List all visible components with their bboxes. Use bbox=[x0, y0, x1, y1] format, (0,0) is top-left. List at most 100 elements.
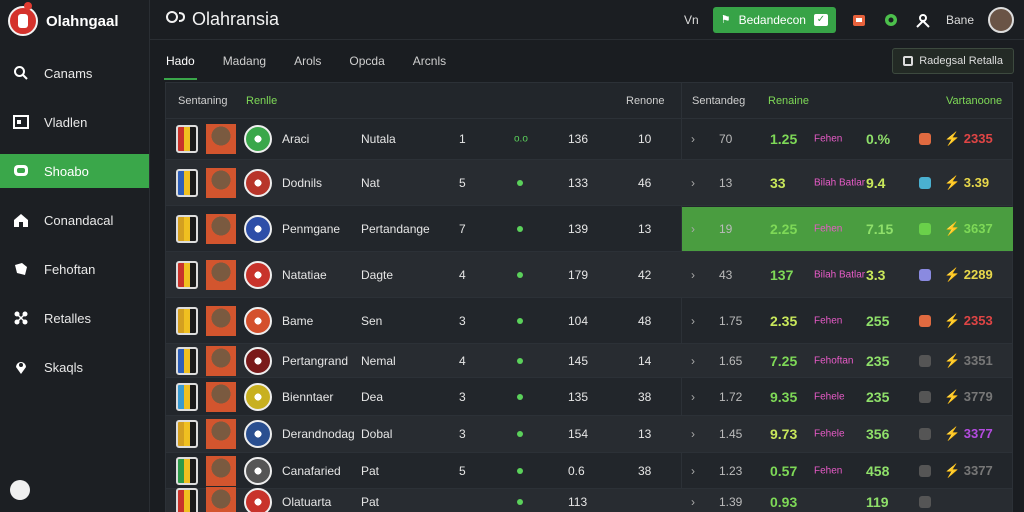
club-badge-icon bbox=[244, 306, 272, 335]
tab-bar: Hado Madang Arols Opcda Arcnls Radegsal … bbox=[150, 40, 1024, 82]
sidebar-item-retalles[interactable]: Retalles bbox=[0, 301, 149, 335]
screen-icon bbox=[12, 113, 30, 131]
odds-arrow-icon: › bbox=[691, 353, 695, 368]
column-header[interactable]: Renone bbox=[626, 95, 665, 107]
sidebar-item-vladlen[interactable]: Vladlen bbox=[0, 105, 149, 139]
change-value: ⚡ 3377 bbox=[944, 426, 993, 441]
messages-icon[interactable] bbox=[882, 11, 900, 29]
table-row[interactable]: Dodnils Nat 5 133 46 › 13 33 Bilah Batlar 9.4 ⚡ 3.… bbox=[166, 160, 1012, 206]
player-name[interactable]: Bame bbox=[282, 313, 314, 328]
player-photo bbox=[206, 345, 236, 376]
table-row[interactable]: Bienntaer Dea 3 135 38 › 1.72 9.35 Fehele 235 ⚡ 37… bbox=[166, 378, 1012, 416]
status-icon bbox=[919, 268, 931, 281]
position-value: 13 bbox=[638, 221, 652, 236]
player-photo bbox=[206, 455, 236, 486]
score-value: 179 bbox=[568, 267, 589, 282]
column-header[interactable]: Sentandeg bbox=[692, 95, 746, 107]
column-header[interactable]: Vartanoone bbox=[946, 95, 1003, 107]
tab-action-button[interactable]: Radegsal Retalla bbox=[892, 48, 1014, 74]
player-name[interactable]: Penmgane bbox=[282, 221, 341, 236]
rank-value: 4 bbox=[459, 353, 466, 368]
player-name[interactable]: Natatiae bbox=[282, 267, 327, 282]
sidebar-item-label: Fehoftan bbox=[44, 261, 96, 277]
sidebar-item-label: Skaqls bbox=[44, 359, 84, 375]
sidebar-item-conandacal[interactable]: Conandacal bbox=[0, 203, 149, 237]
status-icon bbox=[919, 133, 931, 145]
column-header[interactable]: Sentaning bbox=[178, 95, 228, 107]
team-crest-icon bbox=[176, 487, 198, 512]
sidebar-item-label: Retalles bbox=[44, 310, 91, 326]
rank-value: 5 bbox=[459, 175, 466, 190]
help-icon[interactable] bbox=[10, 480, 30, 500]
odds-arrow-icon: › bbox=[691, 427, 695, 441]
position-value: 10 bbox=[638, 132, 652, 146]
value-figure: 9.73 bbox=[770, 426, 798, 442]
player-name[interactable]: Pertangrand bbox=[282, 353, 349, 368]
club-badge-icon bbox=[244, 487, 272, 512]
sidebar-item-shoabo[interactable]: Shoabo bbox=[0, 154, 149, 188]
rank-value: 4 bbox=[459, 267, 466, 282]
team-name: Pat bbox=[361, 463, 380, 478]
player-photo bbox=[206, 259, 236, 290]
status-icon bbox=[919, 495, 931, 508]
table-row[interactable]: Canafaried Pat 5 0.6 38 › 1.23 0.57 Fehen 458 ⚡ 33… bbox=[166, 453, 1012, 489]
tab-opcda[interactable]: Opcda bbox=[349, 54, 385, 68]
odds-arrow-icon: › bbox=[691, 175, 695, 190]
table-row[interactable]: Bame Sen 3 104 48 › 1.75 2.35 Fehen 255 ⚡ 2353 bbox=[166, 298, 1012, 344]
table-row[interactable]: Pertangrand Nemal 4 145 14 › 1.65 7.25 Fehoftan 2… bbox=[166, 344, 1012, 378]
column-header[interactable]: Renlle bbox=[246, 95, 278, 107]
team-name: Dagte bbox=[361, 267, 394, 282]
top-header: Olahransia Vn ⚑ Bedandecon ✓ Bane bbox=[150, 0, 1024, 40]
player-name[interactable]: Canafaried bbox=[282, 463, 341, 478]
table-row[interactable]: Penmgane Pertandange 7 139 13 › 19 2.25 Fehen 7.1… bbox=[166, 206, 1013, 252]
tab-arcnls[interactable]: Arcnls bbox=[412, 54, 447, 68]
player-name[interactable]: Olatuarta bbox=[282, 494, 332, 509]
settings-icon[interactable] bbox=[914, 11, 932, 29]
player-name[interactable]: Araci bbox=[282, 132, 310, 146]
position-value: 48 bbox=[638, 313, 652, 328]
percent-value: 9.4 bbox=[866, 174, 886, 191]
team-crest-icon bbox=[176, 456, 198, 485]
tag-label: Bilah Batlar bbox=[814, 177, 866, 188]
flag-icon: ⚑ bbox=[720, 14, 731, 26]
table-row[interactable]: Araci Nutala 1 o.o 136 10 › 70 1.25 Fehen 0.% ⚡ 233… bbox=[166, 119, 1012, 160]
sidebar-item-canams[interactable]: Canams bbox=[0, 56, 149, 90]
home-icon bbox=[12, 211, 30, 229]
app-title-text: Olahransia bbox=[192, 9, 280, 29]
player-name[interactable]: Derandnodag bbox=[282, 427, 355, 441]
team-crest-icon bbox=[176, 214, 198, 243]
team-crest-icon bbox=[176, 260, 198, 289]
rank-value: 5 bbox=[459, 463, 466, 478]
position-value: 13 bbox=[638, 427, 652, 441]
status-dot-icon bbox=[517, 179, 523, 186]
score-value: 104 bbox=[568, 313, 589, 328]
value-figure: 33 bbox=[770, 174, 786, 191]
primary-action-button[interactable]: ⚑ Bedandecon ✓ bbox=[712, 6, 836, 33]
position-value: 38 bbox=[638, 463, 652, 478]
score-value: 113 bbox=[568, 494, 588, 509]
table-row[interactable]: Olatuarta Pat 113 › 1.39 0.93 119 bbox=[166, 486, 1012, 512]
header-link[interactable]: Vn bbox=[684, 12, 699, 27]
column-header[interactable]: Renaine bbox=[768, 95, 809, 107]
tab-madang[interactable]: Madang bbox=[222, 54, 267, 68]
user-name[interactable]: Bane bbox=[945, 12, 974, 27]
table-row[interactable]: Natatiae Dagte 4 179 42 › 43 137 Bilah Batlar 3.3… bbox=[166, 252, 1012, 298]
table-row[interactable]: Derandnodag Dobal 3 154 13 › 1.45 9.73 Fehele 356… bbox=[166, 416, 1012, 453]
logo[interactable]: Olahngaal bbox=[0, 0, 149, 42]
avatar[interactable] bbox=[988, 6, 1014, 33]
team-name: Pertandange bbox=[361, 221, 430, 236]
sidebar-nav: Canams Vladlen Shoabo Conandacal bbox=[0, 56, 149, 384]
player-name[interactable]: Dodnils bbox=[282, 175, 323, 190]
sidebar-item-fehoftan[interactable]: Fehoftan bbox=[0, 252, 149, 286]
sidebar-item-skaqls[interactable]: Skaqls bbox=[0, 350, 149, 384]
odds-value: 1.72 bbox=[719, 389, 743, 404]
tab-arols[interactable]: Arols bbox=[294, 54, 322, 68]
player-name[interactable]: Bienntaer bbox=[282, 389, 334, 404]
sidebar-item-label: Shoabo bbox=[44, 163, 89, 179]
status-icon bbox=[919, 354, 931, 367]
odds-arrow-icon: › bbox=[691, 267, 695, 282]
tab-hado[interactable]: Hado bbox=[164, 40, 197, 82]
score-value: 145 bbox=[568, 353, 589, 368]
notifications-icon[interactable] bbox=[850, 11, 868, 29]
header-actions: Vn ⚑ Bedandecon ✓ Bane bbox=[684, 6, 1024, 33]
